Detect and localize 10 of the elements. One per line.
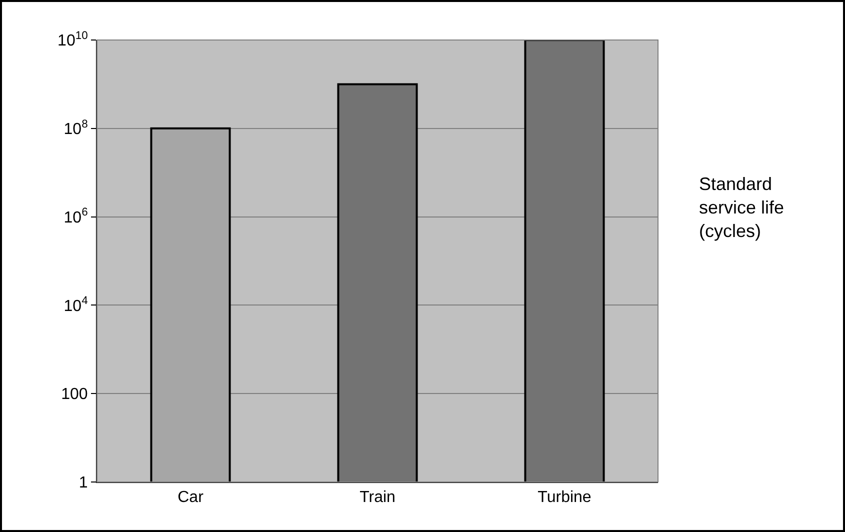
x-tick-label: Turbine bbox=[538, 489, 592, 506]
y-axis-title: Standard service life (cycles) bbox=[699, 174, 784, 241]
y-tick-label: 10$^{10}$ bbox=[58, 30, 88, 50]
y-tick-label: 1 bbox=[78, 474, 88, 492]
y-tick-label: 100 bbox=[61, 386, 88, 404]
y-tick-label: 10$^{4}$ bbox=[64, 295, 88, 315]
y-tick-label: 10$^{8}$ bbox=[64, 118, 88, 138]
x-tick-label: Car bbox=[178, 489, 204, 506]
x-tick-label: Train bbox=[360, 489, 396, 506]
y-tick-label: 10$^{6}$ bbox=[64, 206, 88, 226]
